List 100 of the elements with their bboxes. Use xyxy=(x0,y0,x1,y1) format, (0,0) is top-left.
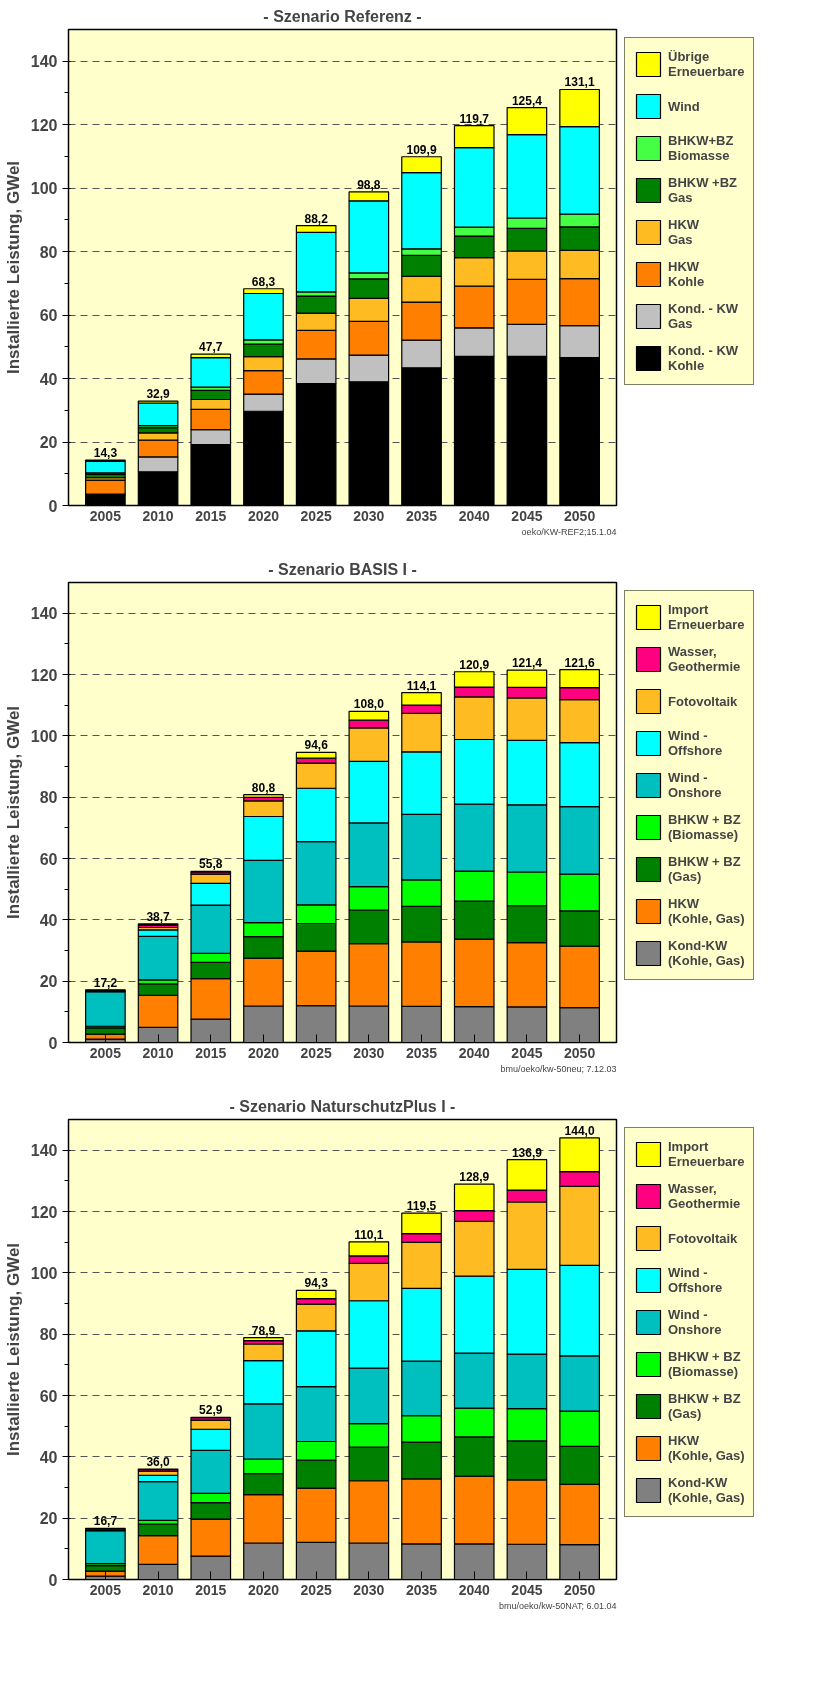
total-label: 36,0 xyxy=(146,1455,171,1470)
x-tick-label: 2050 xyxy=(564,1581,596,1598)
total-label: 128,9 xyxy=(459,1170,490,1185)
legend-label: Kond-KW (Kohle, Gas) xyxy=(668,1474,745,1507)
x-tick-label: 2015 xyxy=(195,1581,227,1598)
legend-label: BHKW + BZ (Gas) xyxy=(668,853,741,886)
y-axis-title: Installierte Leistung, GWel xyxy=(3,705,23,920)
total-label: 94,3 xyxy=(304,1276,329,1291)
x-tick-label: 2035 xyxy=(405,1044,438,1061)
text: bmu/oeko/kw-50NAT; 6.01.04 xyxy=(499,1600,617,1611)
y-tick-label: 140 xyxy=(30,1142,58,1160)
y-tick-label: 140 xyxy=(30,53,58,71)
total-label: 52,9 xyxy=(199,1403,223,1418)
y-tick-label: 0 xyxy=(48,497,58,515)
total-label: 120,9 xyxy=(459,657,490,672)
legend-label: Wind xyxy=(668,97,700,116)
y-tick-label: 0 xyxy=(48,1571,58,1589)
legend-label: BHKW + BZ (Biomasse) xyxy=(668,1348,741,1381)
text: bmu/oeko/kw-50neu; 7.12.03 xyxy=(500,1063,617,1074)
y-tick-label: 120 xyxy=(30,666,58,684)
total-label: 144,0 xyxy=(564,1123,595,1138)
total-label: 68,3 xyxy=(251,274,276,289)
y-axis-title: Installierte Leistung, GWel xyxy=(3,1242,23,1457)
y-tick-label: 100 xyxy=(30,727,58,745)
x-tick-label: 2040 xyxy=(458,507,491,524)
total-label: 125,4 xyxy=(511,93,543,108)
legend-label: Übrige Erneuerbare xyxy=(668,48,745,81)
chart-title: - Szenario Referenz - xyxy=(263,7,422,25)
text: Import Erneuerbare xyxy=(668,1138,745,1171)
legend-label: Kond-KW (Kohle, Gas) xyxy=(668,937,745,970)
total-label: 88,2 xyxy=(304,211,329,226)
x-tick-label: 2010 xyxy=(142,1581,174,1598)
y-tick-label: 80 xyxy=(39,243,58,261)
total-label: 17,2 xyxy=(93,975,118,990)
y-tick-label: 60 xyxy=(39,1387,58,1405)
x-tick-label: 2035 xyxy=(405,507,438,524)
legend-label: HKW (Kohle, Gas) xyxy=(668,1432,745,1465)
x-tick-label: 2005 xyxy=(89,1044,122,1061)
legend-label: Kond. - KW Gas xyxy=(668,300,739,333)
x-tick-label: 2045 xyxy=(511,507,543,524)
text: Fotovoltaik xyxy=(668,1229,738,1248)
total-label: 32,9 xyxy=(146,387,171,402)
legend-label: BHKW+BZ Biomasse xyxy=(668,132,734,165)
y-tick-label: 100 xyxy=(30,180,58,198)
total-label: 80,8 xyxy=(251,780,276,795)
x-tick-label: 2010 xyxy=(142,507,174,524)
total-label: 16,7 xyxy=(93,1514,118,1529)
legend-label: HKW Gas xyxy=(668,216,700,249)
x-tick-label: 2050 xyxy=(564,507,596,524)
x-tick-label: 2010 xyxy=(142,1044,174,1061)
y-tick-label: 80 xyxy=(39,789,58,807)
total-label: 119,5 xyxy=(406,1199,437,1214)
x-tick-label: 2020 xyxy=(247,1044,280,1061)
legend-label: HKW (Kohle, Gas) xyxy=(668,895,745,928)
total-label: 14,3 xyxy=(93,446,118,461)
total-label: 109,9 xyxy=(406,142,437,157)
total-label: 38,7 xyxy=(146,909,171,924)
legend-label: BHKW +BZ Gas xyxy=(668,174,737,207)
x-tick-label: 2045 xyxy=(511,1581,543,1598)
x-tick-label: 2015 xyxy=(195,1044,227,1061)
total-label: 108,0 xyxy=(353,697,385,712)
y-tick-label: 20 xyxy=(39,1510,58,1528)
total-label: 78,9 xyxy=(251,1323,276,1338)
total-label: 110,1 xyxy=(354,1227,384,1242)
y-tick-label: 40 xyxy=(39,911,58,929)
y-tick-label: 0 xyxy=(48,1034,58,1052)
y-tick-label: 140 xyxy=(30,605,58,623)
y-tick-label: 60 xyxy=(39,850,58,868)
legend-label: HKW Kohle xyxy=(668,258,705,291)
legend-label: Wasser, Geothermie xyxy=(668,643,741,676)
x-tick-label: 2040 xyxy=(458,1581,491,1598)
x-tick-label: 2030 xyxy=(353,1581,385,1598)
chart-title: - Szenario NaturschutzPlus I - xyxy=(229,1097,456,1115)
x-tick-label: 2030 xyxy=(353,507,385,524)
x-tick-label: 2025 xyxy=(300,1044,332,1061)
y-tick-label: 20 xyxy=(39,434,58,452)
x-tick-label: 2005 xyxy=(89,507,122,524)
y-tick-label: 100 xyxy=(30,1264,58,1282)
legend-label: BHKW + BZ (Gas) xyxy=(668,1390,741,1423)
x-tick-label: 2025 xyxy=(300,507,332,524)
y-tick-label: 40 xyxy=(39,370,58,388)
y-tick-label: 60 xyxy=(39,307,58,325)
x-tick-label: 2040 xyxy=(458,1044,491,1061)
legend-label: Wind - Onshore xyxy=(668,769,722,802)
x-tick-label: 2035 xyxy=(405,1581,438,1598)
legend-label: Wind - Offshore xyxy=(668,727,723,760)
total-label: 94,6 xyxy=(304,738,329,753)
total-label: 131,1 xyxy=(564,75,595,90)
y-tick-label: 20 xyxy=(39,973,58,991)
x-tick-label: 2025 xyxy=(300,1581,332,1598)
x-tick-label: 2030 xyxy=(353,1044,385,1061)
total-label: 119,7 xyxy=(459,111,490,126)
total-label: 98,8 xyxy=(357,177,381,192)
y-tick-label: 40 xyxy=(39,1448,58,1466)
text: Wind - Offshore xyxy=(668,1264,723,1297)
y-tick-label: 120 xyxy=(30,1203,58,1221)
total-label: 114,1 xyxy=(406,678,437,693)
legend-label: BHKW + BZ (Biomasse) xyxy=(668,811,741,844)
x-tick-label: 2050 xyxy=(564,1044,596,1061)
y-tick-label: 80 xyxy=(39,1326,58,1344)
